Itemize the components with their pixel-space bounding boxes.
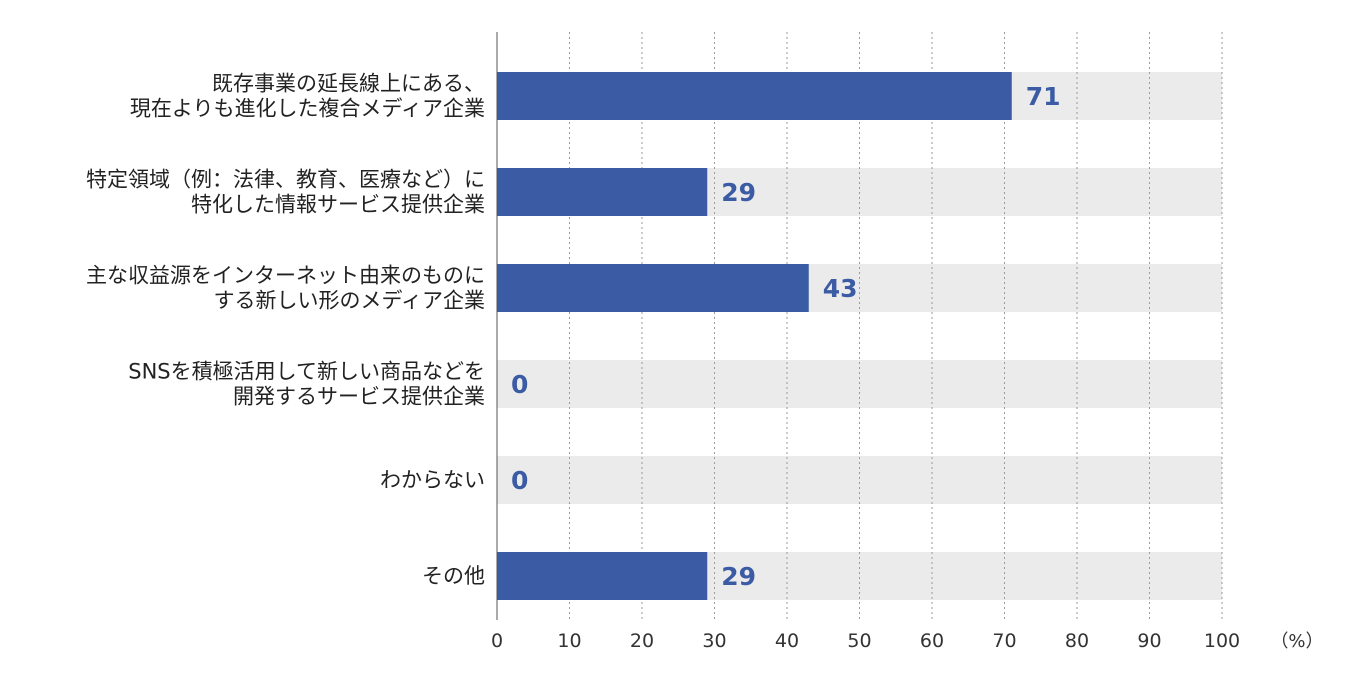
- value-label: 0: [511, 466, 528, 495]
- value-label: 71: [1026, 82, 1061, 111]
- category-label-line: 主な収益源をインターネット由来のものに: [86, 264, 485, 288]
- x-tick-labels: 0 10 20 30 40 50 60 70 80 90 100: [491, 630, 1240, 652]
- bar: [497, 264, 809, 312]
- value-label: 43: [823, 274, 858, 303]
- value-label: 29: [721, 178, 756, 207]
- x-tick-label: 60: [920, 630, 944, 652]
- value-labels: 71 29 43 0 0 29: [511, 82, 1061, 591]
- category-label: 特定領域（例：法律、教育、医療など）に特化した情報サービス提供企業: [86, 168, 485, 217]
- category-label: 主な収益源をインターネット由来のものにする新しい形のメディア企業: [86, 264, 485, 313]
- category-label-line: する新しい形のメディア企業: [213, 289, 485, 313]
- x-tick-label: 100: [1204, 630, 1240, 652]
- category-label-line: わからない: [380, 468, 485, 492]
- x-tick-label: 40: [775, 630, 799, 652]
- category-label-line: 現在よりも進化した複合メディア企業: [130, 97, 485, 121]
- category-label: 既存事業の延長線上にある、現在よりも進化した複合メディア企業: [130, 72, 485, 121]
- bars: [497, 72, 1012, 600]
- category-label-line: 開発するサービス提供企業: [233, 385, 485, 409]
- category-label-line: 既存事業の延長線上にある、: [212, 72, 485, 96]
- category-label-line: その他: [422, 564, 485, 588]
- unit-label: （%）: [1270, 631, 1323, 652]
- category-label-line: SNSを積極活用して新しい商品などを: [128, 360, 485, 384]
- x-tick-label: 20: [630, 630, 654, 652]
- value-label: 29: [721, 562, 756, 591]
- x-tick-label: 50: [847, 630, 871, 652]
- x-tick-label: 70: [992, 630, 1016, 652]
- bar: [497, 552, 708, 600]
- category-label: わからない: [380, 468, 485, 492]
- bar: [497, 72, 1012, 120]
- x-tick-label: 0: [491, 630, 503, 652]
- bar-tracks: [497, 72, 1222, 600]
- category-label: その他: [422, 564, 485, 588]
- category-label-line: 特定領域（例：法律、教育、医療など）に: [86, 168, 485, 192]
- x-tick-label: 30: [702, 630, 726, 652]
- x-tick-label: 90: [1137, 630, 1161, 652]
- x-tick-label: 10: [557, 630, 581, 652]
- category-labels: 既存事業の延長線上にある、現在よりも進化した複合メディア企業特定領域（例：法律、…: [86, 72, 485, 589]
- category-label-line: 特化した情報サービス提供企業: [191, 193, 485, 217]
- value-label: 0: [511, 370, 528, 399]
- bar: [497, 168, 708, 216]
- x-tick-label: 80: [1065, 630, 1089, 652]
- category-label: SNSを積極活用して新しい商品などを開発するサービス提供企業: [128, 360, 485, 409]
- grid-lines: [569, 32, 1223, 620]
